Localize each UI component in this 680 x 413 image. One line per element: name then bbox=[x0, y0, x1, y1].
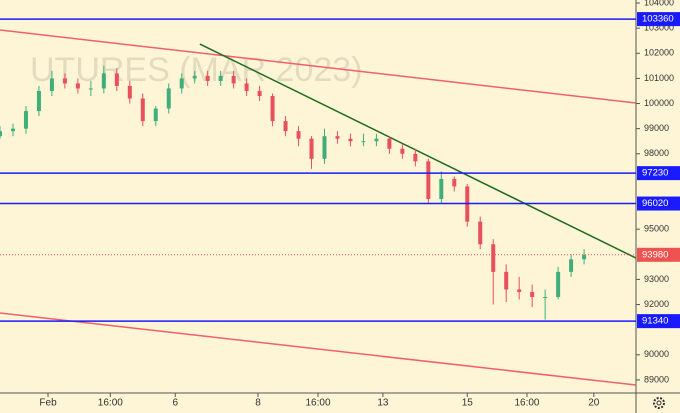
y-tick-label: 92000 bbox=[644, 299, 669, 309]
candle-body bbox=[10, 128, 15, 132]
candle-body bbox=[192, 75, 197, 79]
candle-body bbox=[335, 136, 340, 139]
candle-body bbox=[49, 78, 54, 91]
trend-line bbox=[0, 29, 637, 104]
candle-body bbox=[374, 138, 379, 142]
candle-body bbox=[218, 75, 223, 81]
watermark: UTURES (MAR 2023) bbox=[30, 51, 363, 89]
x-tick-label: 16:00 bbox=[305, 398, 330, 409]
x-tick-label: Feb bbox=[39, 398, 57, 409]
last-price-box bbox=[637, 247, 680, 262]
x-tick-label: 13 bbox=[377, 398, 389, 409]
candle-body bbox=[244, 83, 249, 91]
trend-line bbox=[0, 312, 637, 386]
y-tick-label: 89000 bbox=[644, 374, 669, 384]
x-tick-label: 16:00 bbox=[514, 398, 539, 409]
candle-body bbox=[283, 121, 288, 132]
settings-icon[interactable] bbox=[653, 397, 665, 409]
candle-body bbox=[439, 178, 444, 200]
gear[interactable] bbox=[653, 397, 665, 409]
level-label: 96020 bbox=[642, 198, 668, 209]
candle-body bbox=[309, 138, 314, 159]
candle-body bbox=[127, 85, 132, 99]
candle-body bbox=[270, 95, 275, 122]
trend-line bbox=[199, 43, 637, 259]
x-tick-label: 8 bbox=[255, 398, 261, 409]
y-tick-label: 101000 bbox=[644, 73, 674, 83]
candle-body bbox=[361, 141, 366, 143]
y-tick-label: 103000 bbox=[644, 23, 674, 33]
gear-hub[interactable] bbox=[656, 400, 662, 406]
candle-body bbox=[491, 244, 496, 272]
level-label: 97230 bbox=[642, 168, 668, 179]
y-tick-label: 99000 bbox=[644, 123, 669, 133]
candle-body bbox=[569, 259, 574, 272]
y-tick-label: 104000 bbox=[644, 0, 674, 7]
candle-body bbox=[23, 111, 28, 129]
candle-body bbox=[166, 88, 171, 109]
candle-body bbox=[179, 78, 184, 89]
x-tick-label: 6 bbox=[172, 398, 178, 409]
candle-body bbox=[543, 297, 548, 299]
level-label: 103360 bbox=[642, 14, 674, 25]
candle-body bbox=[504, 271, 509, 290]
y-tick-label: 102000 bbox=[644, 48, 674, 58]
candle-body bbox=[153, 108, 158, 122]
x-tick-label: 20 bbox=[588, 398, 600, 409]
candle-body bbox=[140, 98, 145, 122]
y-tick-label: 98000 bbox=[644, 148, 669, 158]
y-tick-label: 100000 bbox=[644, 98, 674, 108]
candle-body bbox=[322, 136, 327, 159]
candle-body bbox=[400, 148, 405, 154]
candle-body bbox=[387, 138, 392, 149]
y-tick-label: 93000 bbox=[644, 274, 669, 284]
candle-body bbox=[426, 161, 431, 200]
candle-body bbox=[296, 131, 301, 139]
candle-body bbox=[88, 88, 93, 90]
x-tick-label: 16:00 bbox=[98, 398, 123, 409]
candle-body bbox=[62, 78, 67, 84]
candle-body bbox=[413, 153, 418, 162]
candle-body bbox=[257, 90, 262, 96]
candle-body bbox=[478, 221, 483, 245]
candle-body bbox=[556, 271, 561, 298]
candle-body bbox=[36, 90, 41, 112]
last-price-label: 93980 bbox=[642, 249, 668, 260]
candle-body bbox=[0, 131, 2, 137]
y-tick-label: 90000 bbox=[644, 349, 669, 359]
candle-body bbox=[452, 178, 457, 187]
candle-body bbox=[205, 75, 210, 81]
x-tick-label: 15 bbox=[462, 398, 474, 409]
candle-body bbox=[530, 291, 535, 298]
candle-body bbox=[582, 254, 587, 260]
candle-body bbox=[101, 73, 106, 89]
level-label-box bbox=[637, 12, 680, 27]
y-tick-label: 95000 bbox=[644, 224, 669, 234]
level-label: 91340 bbox=[642, 316, 668, 327]
level-label-box bbox=[637, 314, 680, 329]
level-label-box bbox=[637, 166, 680, 181]
level-label-box bbox=[637, 196, 680, 211]
candle-body bbox=[75, 83, 80, 89]
candle-body bbox=[348, 138, 353, 142]
candle-body bbox=[114, 73, 119, 86]
candle-body bbox=[231, 75, 236, 84]
candle-body bbox=[517, 289, 522, 292]
